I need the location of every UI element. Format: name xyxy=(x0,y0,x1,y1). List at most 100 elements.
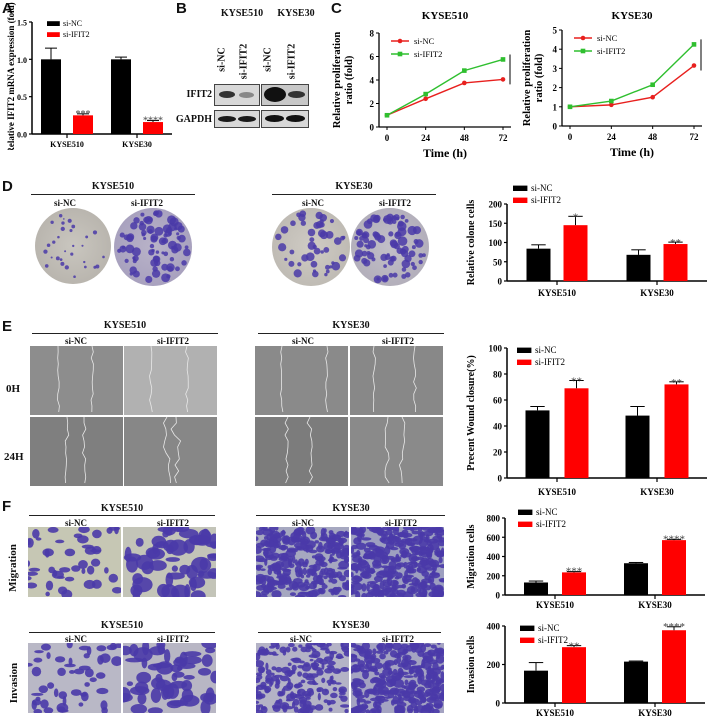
data-point xyxy=(423,96,428,102)
row-label-invasion: Invasion xyxy=(8,662,20,704)
y-tick-label: 100 xyxy=(489,344,503,354)
panel-label-c: C xyxy=(331,0,342,17)
y-tick-label: 800 xyxy=(487,514,501,524)
data-point xyxy=(500,77,506,82)
y-tick-label: 80 xyxy=(493,370,503,380)
x-tick-label: KYSE510 xyxy=(50,140,84,149)
y-axis-label: Relative proliferation xyxy=(332,32,343,128)
col-header: si-NC xyxy=(54,198,76,208)
x-tick-label: 24 xyxy=(421,133,431,143)
blot-ifit2-kyse510 xyxy=(214,84,260,106)
data-point xyxy=(691,42,697,47)
legend-label: si-NC xyxy=(414,36,435,46)
bar xyxy=(562,572,586,595)
data-point xyxy=(650,94,655,100)
x-tick-label: 48 xyxy=(648,132,658,142)
group-header: KYSE510 xyxy=(103,320,147,331)
legend-label: si-IFIT2 xyxy=(63,30,90,39)
legend-swatch xyxy=(518,509,533,515)
bar xyxy=(663,244,688,281)
bar xyxy=(143,122,163,134)
wound-image xyxy=(30,346,123,415)
significance-mark: **** xyxy=(515,59,520,79)
significance-mark: **** xyxy=(663,621,685,633)
bar xyxy=(664,384,689,478)
y-tick-label: 3 xyxy=(553,64,558,74)
y-axis-label: ratio (fold) xyxy=(344,55,355,104)
significance-mark: ** xyxy=(569,641,580,653)
x-tick-label: KYSE510 xyxy=(536,708,575,718)
y-tick-label: 400 xyxy=(487,622,501,632)
transwell-image xyxy=(28,527,121,597)
significance-mark: ** xyxy=(670,237,681,249)
x-tick-label: 0 xyxy=(568,132,573,142)
bar xyxy=(564,388,589,478)
blot-ifit2-kyse30 xyxy=(261,84,309,106)
data-point xyxy=(462,68,467,73)
legend-swatch xyxy=(517,359,532,365)
col-header: si-NC xyxy=(292,518,314,528)
bar xyxy=(525,410,550,478)
wound-image xyxy=(255,417,348,486)
legend-label: si-IFIT2 xyxy=(536,519,566,529)
bar xyxy=(562,647,586,703)
y-tick-label: 6 xyxy=(370,52,375,62)
data-point xyxy=(500,57,506,62)
row-label-24h: 24H xyxy=(4,451,24,463)
series-line xyxy=(386,58,504,116)
transwell-image xyxy=(256,527,349,597)
panel-label-a: A xyxy=(2,0,13,17)
legend-label: si-IFIT2 xyxy=(535,357,565,367)
x-tick-label: KYSE30 xyxy=(640,487,674,495)
significance-mark: * xyxy=(573,211,579,223)
significance-mark: ** xyxy=(571,376,582,388)
data-point xyxy=(691,63,697,68)
blot-lane-labels: si-NC si-IFIT2 si-NC si-IFIT2 xyxy=(216,40,326,80)
transwell-image xyxy=(351,527,444,597)
y-axis-label: Precent Wound closure(%) xyxy=(466,355,477,471)
lane-label: si-IFIT2 xyxy=(238,43,250,80)
y-tick-label: 8 xyxy=(370,29,375,39)
lane-label: si-NC xyxy=(216,47,228,72)
col-header: si-IFIT2 xyxy=(156,336,189,346)
chart-d: 0 50 100 150 200 KYSE510 * KYSE30 ** si-NC si-IFIT… xyxy=(466,183,707,298)
legend-label: si-NC xyxy=(597,33,618,43)
legend-swatch xyxy=(513,197,528,203)
wound-image xyxy=(124,417,217,486)
chart-e: 0 20 40 60 80 100 KYSE510 ** KYSE30 ** si-NC si-IFI… xyxy=(466,344,707,495)
y-tick-label: 0 xyxy=(370,123,375,133)
y-tick-label: 200 xyxy=(489,200,503,210)
chart-title: KYSE30 xyxy=(612,10,653,22)
significance-mark: *** xyxy=(566,566,583,578)
bar xyxy=(524,582,548,595)
y-tick-label: 4 xyxy=(553,45,558,55)
legend-swatch xyxy=(513,185,528,191)
x-tick-label: KYSE30 xyxy=(640,288,674,298)
transwell-image xyxy=(28,643,121,713)
y-axis-label: Migration cells xyxy=(466,524,477,588)
y-tick-label: 0 xyxy=(498,277,503,287)
legend-swatch xyxy=(47,21,60,26)
y-tick-label: 0 xyxy=(496,699,501,709)
bar xyxy=(662,630,686,703)
col-header: si-NC xyxy=(302,198,324,208)
transwell-image xyxy=(256,643,349,713)
legend-swatch xyxy=(520,637,535,643)
group-header: KYSE510 xyxy=(100,620,144,631)
bar xyxy=(526,248,551,281)
col-header: si-NC xyxy=(65,518,87,528)
y-tick-label: 40 xyxy=(493,422,503,432)
y-axis-label: Relative proliferation xyxy=(522,30,533,126)
colony-dish xyxy=(114,208,192,286)
blot-gapdh-kyse510 xyxy=(214,110,260,128)
wound-image xyxy=(255,346,348,415)
group-header: KYSE510 xyxy=(100,503,144,514)
x-tick-label: 48 xyxy=(460,133,470,143)
series-line xyxy=(569,64,695,108)
bar xyxy=(524,670,548,703)
legend-label: si-IFIT2 xyxy=(531,195,561,205)
bar xyxy=(73,115,93,134)
legend-label: si-NC xyxy=(535,345,557,355)
significance-mark: ** xyxy=(671,377,682,389)
